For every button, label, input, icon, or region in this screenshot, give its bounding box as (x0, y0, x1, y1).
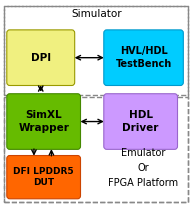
FancyBboxPatch shape (104, 94, 178, 149)
Text: HVL/HDL
TestBench: HVL/HDL TestBench (115, 47, 172, 69)
FancyBboxPatch shape (104, 30, 183, 85)
Text: SimXL
Wrapper: SimXL Wrapper (18, 110, 69, 133)
FancyBboxPatch shape (7, 94, 81, 149)
Text: DFI LPDDR5
DUT: DFI LPDDR5 DUT (13, 167, 74, 187)
Text: HDL
Driver: HDL Driver (122, 110, 159, 133)
FancyBboxPatch shape (7, 156, 81, 199)
Text: DPI: DPI (31, 53, 51, 63)
Bar (4, 6, 188, 95)
Text: Simulator: Simulator (72, 9, 122, 19)
Text: Emulator
Or
FPGA Platform: Emulator Or FPGA Platform (108, 148, 179, 188)
FancyBboxPatch shape (7, 30, 75, 85)
Bar (4, 97, 188, 202)
